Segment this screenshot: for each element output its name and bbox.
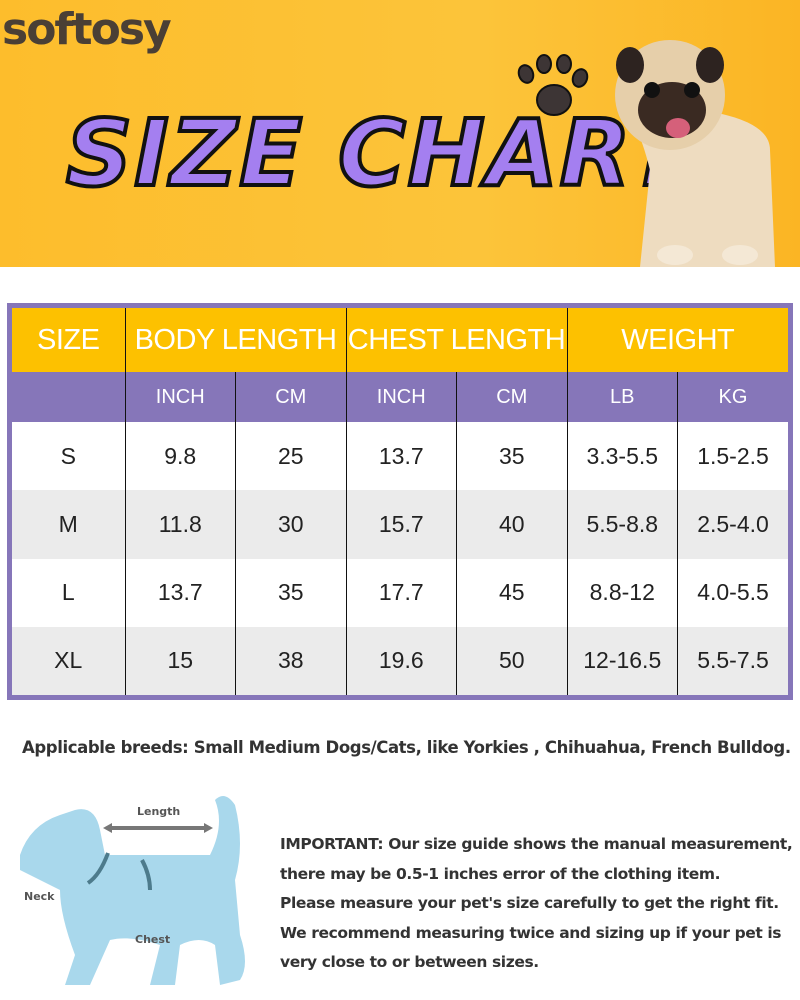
applicable-breeds: Applicable breeds: Small Medium Dogs/Cat… [22,738,791,757]
subheader-blank [12,372,125,422]
table-row: L 13.7 35 17.7 45 8.8-12 4.0-5.5 [12,558,788,627]
table-cell: L [12,558,125,627]
table-cell: 3.3-5.5 [566,422,678,491]
table-cell: M [12,490,125,559]
table-cell: XL [12,626,125,695]
pug-photo [615,40,775,267]
table-cell: 13.7 [345,422,457,491]
table-cell: 5.5-7.5 [677,626,788,695]
brand-logo: softosy [2,4,172,55]
table-row: S 9.8 25 13.7 35 3.3-5.5 1.5-2.5 [12,422,788,491]
table-cell: 35 [456,422,567,491]
table-row: M 11.8 30 15.7 40 5.5-8.8 2.5-4.0 [12,490,788,559]
paw-print-icon [517,54,589,116]
subheader-inch: INCH [124,372,236,422]
table-cell: 30 [235,490,346,559]
header-body-length: BODY LENGTH [124,308,346,372]
dog-measurement-diagram: Length Neck Chest [20,796,245,985]
important-line: Please measure your pet's size carefully… [280,894,779,912]
table-cell: 45 [456,558,567,627]
table-cell: 25 [235,422,346,491]
important-line: very close to or between sizes. [280,953,539,971]
table-row: XL 15 38 19.6 50 12-16.5 5.5-7.5 [12,626,788,695]
table-cell: S [12,422,125,491]
table-cell: 11.8 [124,490,236,559]
important-text: Our size guide shows the manual measurem… [383,835,793,853]
table-cell: 1.5-2.5 [677,422,788,491]
table-cell: 19.6 [345,626,457,695]
header-size: SIZE [12,308,125,372]
important-line: We recommend measuring twice and sizing … [280,923,782,942]
table-cell: 2.5-4.0 [677,490,788,559]
table-cell: 35 [235,558,346,627]
important-line: there may be 0.5-1 inches error of the c… [280,864,721,883]
important-line: IMPORTANT: Our size guide shows the manu… [280,830,795,860]
header-banner: softosy SIZE CHART [0,0,800,267]
table-cell: 15.7 [345,490,457,559]
table-cell: 5.5-8.8 [566,490,678,559]
subheader-cm: CM [456,372,567,422]
table-cell: 38 [235,626,346,695]
table-cell: 9.8 [124,422,236,491]
header-weight: WEIGHT [566,308,788,372]
size-chart-table: SIZE BODY LENGTH CHEST LENGTH WEIGHT INC… [7,303,793,700]
subheader-cm: CM [235,372,346,422]
subheader-lb: LB [566,372,678,422]
table-cell: 13.7 [124,558,236,627]
important-note: IMPORTANT: Our size guide shows the manu… [280,830,795,978]
important-label: IMPORTANT: [280,835,384,853]
chest-label: Chest [135,933,170,946]
table-cell: 12-16.5 [566,626,678,695]
subheader-inch: INCH [345,372,457,422]
table-cell: 4.0-5.5 [677,558,788,627]
table-cell: 40 [456,490,567,559]
table-cell: 17.7 [345,558,457,627]
table-cell: 50 [456,626,567,695]
neck-label: Neck [24,890,55,903]
page-title: SIZE CHART [64,98,694,209]
header-chest-length: CHEST LENGTH [345,308,567,372]
subheader-kg: KG [677,372,788,422]
table-cell: 15 [124,626,236,695]
length-label: Length [137,805,180,818]
table-cell: 8.8-12 [566,558,678,627]
